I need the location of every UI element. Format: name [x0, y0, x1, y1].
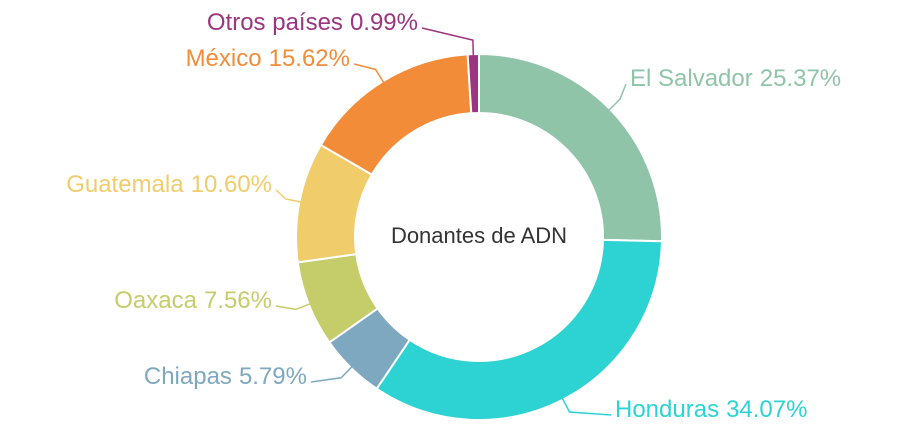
- slice-label: Chiapas 5.79%: [144, 363, 307, 390]
- value-label: 34.07%: [726, 396, 807, 423]
- leader-line: [607, 83, 627, 112]
- value-label: 25.37%: [760, 65, 841, 92]
- category-name: Honduras: [615, 396, 719, 423]
- value-label: 5.79%: [239, 363, 307, 390]
- leader-line: [275, 302, 311, 311]
- slice: [375, 238, 663, 421]
- category-name: México: [186, 45, 262, 72]
- slice: [319, 53, 473, 176]
- center-label: Donantes de ADN: [391, 223, 567, 248]
- leader-line: [561, 397, 612, 416]
- leader-line: [421, 27, 475, 57]
- value-label: 0.99%: [350, 9, 418, 36]
- category-name: Guatemala: [66, 171, 184, 198]
- slice-label: Oaxaca 7.56%: [114, 287, 272, 314]
- value-label: 10.60%: [191, 171, 272, 198]
- slice-label: Guatemala 10.60%: [66, 171, 272, 198]
- category-name: El Salvador: [630, 65, 753, 92]
- slice-label: Otros países 0.99%: [207, 9, 418, 36]
- category-name: Chiapas: [144, 363, 232, 390]
- leader-line: [275, 189, 302, 203]
- value-label: 7.56%: [204, 287, 272, 314]
- category-name: Oaxaca: [114, 287, 197, 314]
- leader-line: [353, 63, 385, 84]
- leader-line: [310, 365, 353, 383]
- category-name: Otros países: [207, 9, 343, 36]
- slice: [466, 52, 480, 115]
- value-label: 15.62%: [269, 45, 350, 72]
- slice-label: El Salvador 25.37%: [630, 65, 841, 92]
- slice-label: México 15.62%: [186, 45, 350, 72]
- slice-label: Honduras 34.07%: [615, 396, 807, 423]
